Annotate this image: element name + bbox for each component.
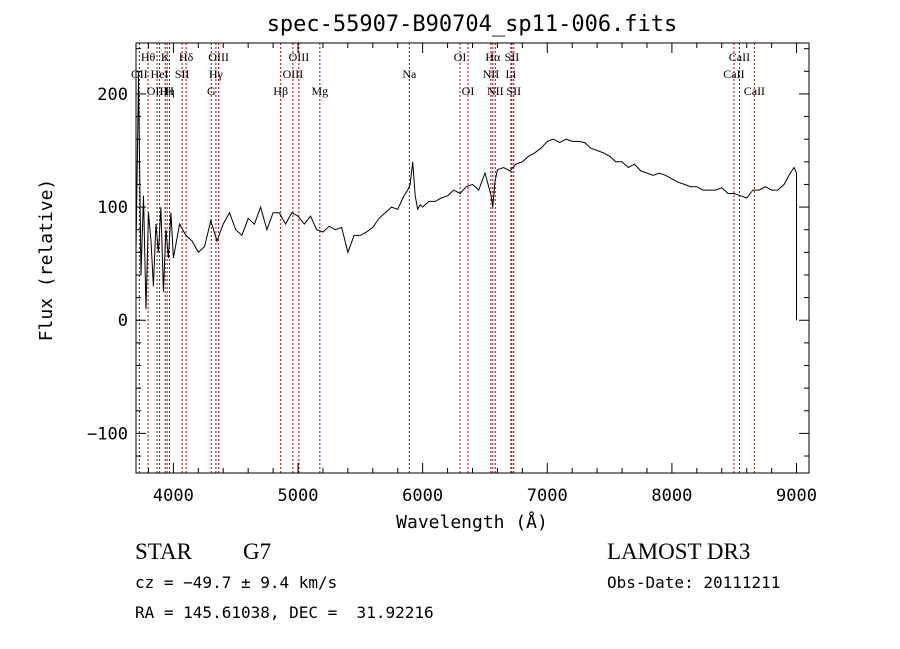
coordinates: RA = 145.61038, DEC = 31.92216 <box>135 603 434 622</box>
line-label-23: Li <box>506 67 517 81</box>
x-tick-label: 9000 <box>776 486 817 506</box>
line-label-13: OIII <box>283 67 304 81</box>
plot-frame <box>135 42 810 474</box>
line-label-6: SII <box>175 67 190 81</box>
line-label-15: Mg <box>311 84 328 98</box>
object-subclass: G7 <box>243 539 272 564</box>
y-axis-ticks: −100 0 100 200 <box>87 48 809 457</box>
line-label-21: NII <box>487 84 504 98</box>
line-label-22: SII <box>505 50 520 64</box>
line-label-14: OIII <box>289 50 310 64</box>
chart-title: spec-55907-B90704_sp11-006.fits <box>267 12 678 37</box>
line-label-19: NII <box>483 67 500 81</box>
line-label-4: K <box>161 50 170 64</box>
y-tick-label: −100 <box>87 424 128 444</box>
x-tick-label: 5000 <box>278 486 319 506</box>
line-label-2: OIII <box>147 84 168 98</box>
line-label-12: Hβ <box>273 84 288 98</box>
redshift-cz: cz = −49.7 ± 9.4 km/s <box>135 573 338 592</box>
spectrum-chart: spec-55907-B90704_sp11-006.fits OII Hθ OII… <box>36 12 817 533</box>
line-label-5: Hη <box>160 84 175 98</box>
obs-date: Obs-Date: 20111211 <box>607 573 781 592</box>
y-axis-label: Flux (relative) <box>36 179 57 342</box>
line-label-0: OII <box>131 67 148 81</box>
x-tick-label: 8000 <box>651 486 692 506</box>
line-label-8: Hδ <box>179 50 194 64</box>
line-label-25: CaII <box>723 67 744 81</box>
line-label-16: Na <box>402 67 417 81</box>
line-label-24: SII <box>506 84 521 98</box>
line-label-11: G <box>207 84 216 98</box>
y-tick-label: 100 <box>97 198 128 218</box>
line-label-20: Hα <box>485 50 501 64</box>
x-tick-label: 6000 <box>402 486 443 506</box>
line-label-18: OI <box>462 84 475 98</box>
object-class: STAR <box>135 539 192 564</box>
x-axis-label: Wavelength (Å) <box>396 511 548 533</box>
line-label-10: Hγ <box>209 67 224 81</box>
line-label-1: Hθ <box>141 50 156 64</box>
line-label-17: OI <box>454 50 467 64</box>
x-axis-ticks: 4000 5000 6000 7000 8000 9000 <box>147 43 817 506</box>
line-label-26: CaII <box>729 50 750 64</box>
x-tick-label: 7000 <box>527 486 568 506</box>
line-label-3: HeI <box>151 67 169 81</box>
survey-name: LAMOST DR3 <box>607 539 751 564</box>
spectrum-trace <box>135 76 797 321</box>
line-label-7: H <box>165 84 174 98</box>
y-tick-label: 200 <box>97 85 128 105</box>
y-tick-label: 0 <box>118 311 128 331</box>
x-tick-label: 4000 <box>153 486 194 506</box>
line-label-27: CaII <box>744 84 765 98</box>
spectral-line-markers <box>138 43 755 473</box>
line-label-9: OIII <box>208 50 229 64</box>
